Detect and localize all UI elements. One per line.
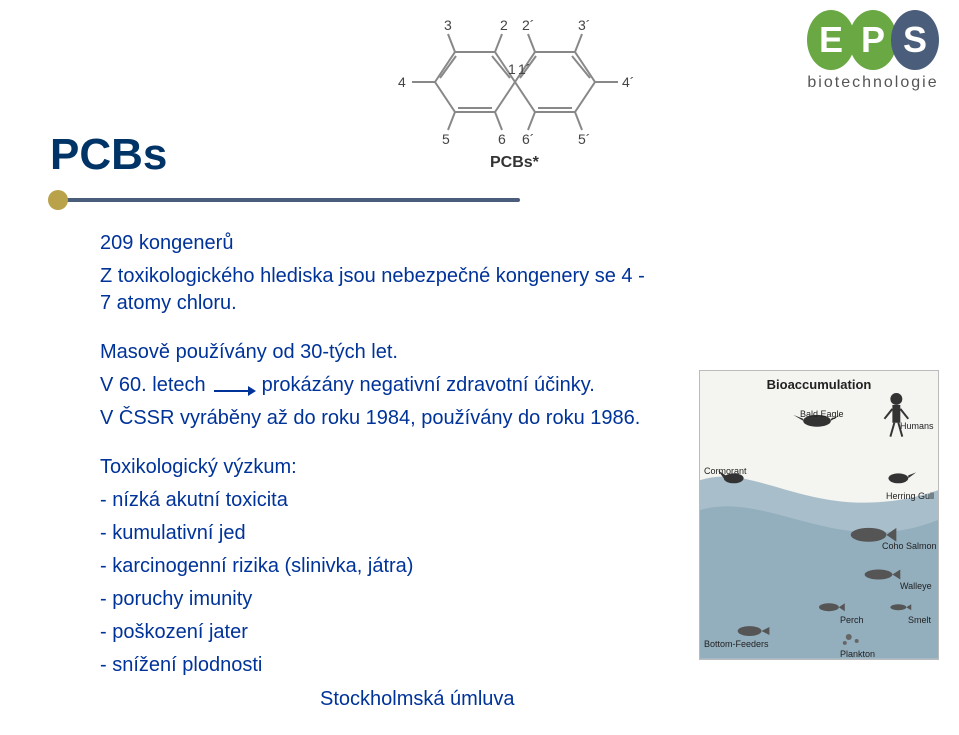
bioacc-label: Plankton [840,649,875,659]
bioacc-title: Bioaccumulation [767,377,872,392]
footer-text: Stockholmská úmluva [320,688,515,711]
b3-heading: Toxikologický výzkum: [100,454,660,481]
bioacc-label: Herring Gull [886,491,934,501]
b1-l2: Z toxikologického hlediska jsou nebezpeč… [100,263,660,317]
b1-l1: 209 kongenerů [100,230,660,257]
logo-subtitle: biotechnologie [807,74,939,92]
bioacc-label: Walleye [900,581,932,591]
b3-i2: - karcinogenní rizika (slinivka, játra) [100,553,660,580]
bioacc-label: Bald Eagle [800,409,844,419]
content-body: 209 kongenerů Z toxikologického hlediska… [100,230,660,685]
b3-i5: - snížení plodnosti [100,652,660,679]
bioacc-label: Coho Salmon [882,541,937,551]
b2-l3: V ČSSR vyráběny až do roku 1984, používá… [100,405,660,432]
b2-l2-pre: V 60. letech [100,372,206,399]
b2-l1: Masově používány od 30-tých let. [100,339,660,366]
bioacc-label: Smelt [908,615,931,625]
pos-6p: 6´ [522,131,534,147]
arrow-icon [212,379,256,393]
title-dot [48,190,68,210]
b3-i0: - nízká akutní toxicita [100,487,660,514]
logo-ovals: E P S [807,10,939,70]
b2-l2-post: prokázány negativní zdravotní účinky. [262,372,595,399]
logo-letter-s: S [891,10,939,70]
logo-letter-e: E [807,10,855,70]
pos-3: 3 [444,17,452,33]
pos-4p: 4´ [622,74,634,90]
b3-i4: - poškození jater [100,619,660,646]
pos-5p: 5´ [578,131,590,147]
page-title: PCBs [50,130,520,180]
pos-3p: 3´ [578,17,590,33]
b3-i3: - poruchy imunity [100,586,660,613]
eps-logo: E P S biotechnologie [807,10,939,92]
b2-l2: V 60. letech prokázány negativní zdravot… [100,372,595,399]
title-underline [50,198,520,202]
bioacc-label: Cormorant [704,466,747,476]
pos-4: 4 [398,74,406,90]
bioaccumulation-diagram: Bioaccumulation [699,370,939,660]
bioacc-label: Perch [840,615,864,625]
pos-1p: 1´ [518,61,530,77]
b3-i1: - kumulativní jed [100,520,660,547]
logo-letter-p: P [849,10,897,70]
pos-2p: 2´ [522,17,534,33]
pos-1: 1 [508,61,516,77]
pos-2: 2 [500,17,508,33]
title-block: PCBs [50,130,520,202]
bioacc-label: Bottom-Feeders [704,639,769,649]
bioacc-label: Humans [900,421,934,431]
